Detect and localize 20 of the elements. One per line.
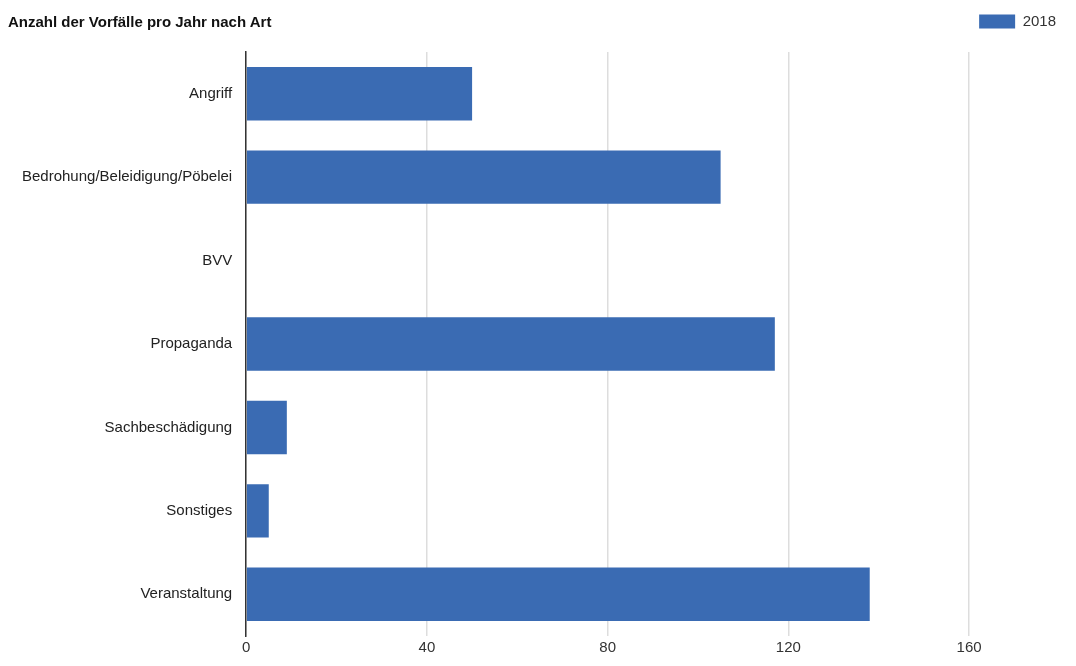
y-tick-label: Sachbeschädigung xyxy=(104,417,233,435)
y-tick-label: Sonstiges xyxy=(166,501,233,518)
chart-title: Anzahl der Vorfälle pro Jahr nach Art xyxy=(8,13,272,31)
bar xyxy=(246,150,721,204)
x-tick-label: 40 xyxy=(418,638,436,656)
y-tick-label: Angriff xyxy=(189,83,233,101)
y-tick-label: Veranstaltung xyxy=(140,584,233,602)
x-tick-label: 80 xyxy=(599,638,616,656)
bar xyxy=(246,67,473,121)
y-tick-label: BVV xyxy=(202,250,233,268)
bar xyxy=(246,317,775,371)
x-tick-label: 160 xyxy=(956,638,982,656)
legend-label: 2018 xyxy=(1022,11,1057,29)
bar xyxy=(246,567,870,621)
bar xyxy=(246,484,269,538)
bar xyxy=(246,400,287,455)
y-tick-label: Propaganda xyxy=(150,334,233,352)
x-tick-label: 120 xyxy=(775,638,801,656)
x-tick-label: 0 xyxy=(242,638,251,656)
y-tick-label: Bedrohung/Beleidigung/Pöbelei xyxy=(22,167,233,185)
